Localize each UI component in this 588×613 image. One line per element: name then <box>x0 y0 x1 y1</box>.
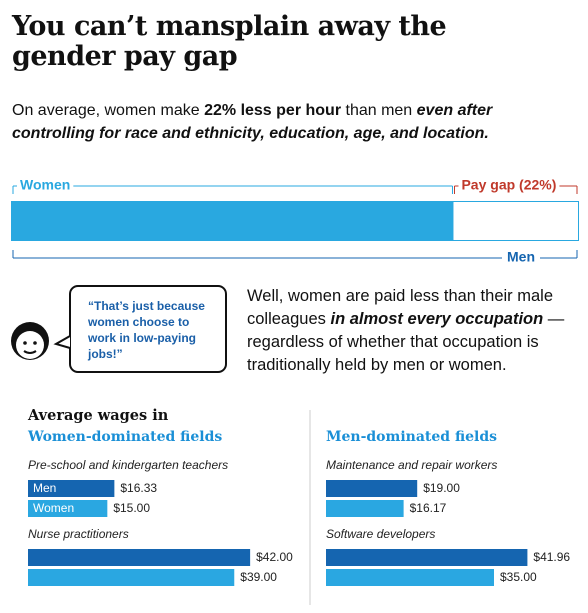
label-bg <box>502 248 540 265</box>
value-label: $35.00 <box>500 570 537 584</box>
value-label: $41.96 <box>533 550 570 564</box>
quote: “That’s just because women choose to wor… <box>88 299 205 361</box>
chart-title: Men-dominated fields <box>326 429 497 445</box>
label-bg <box>458 176 560 193</box>
wages-heading: Average wages in <box>27 407 169 424</box>
text-run: in almost every occupation <box>330 310 544 328</box>
chart-title: Women-dominated fields <box>27 429 222 445</box>
series-label: Men <box>33 481 56 495</box>
total-label: Men <box>507 249 535 265</box>
text-run: than men <box>341 102 417 119</box>
bar <box>326 500 404 517</box>
bar <box>28 500 108 517</box>
bar <box>28 480 115 497</box>
label-bg <box>17 176 74 193</box>
title: You can’t mansplain away the gender pay … <box>12 11 447 72</box>
bar-segment <box>453 202 578 240</box>
category-label: Nurse practitioners <box>28 527 129 541</box>
paragraph: Well, women are paid less than their mal… <box>247 285 582 377</box>
value-label: $16.33 <box>120 481 157 495</box>
value-label: $19.00 <box>423 481 460 495</box>
subtitle: On average, women make 22% less per hour… <box>12 99 572 145</box>
text-run: On average, women make <box>12 102 205 119</box>
face-icon <box>11 322 49 360</box>
value-label: $16.17 <box>410 501 447 515</box>
text-run: 22% less per hour <box>204 102 342 119</box>
bar <box>28 569 235 586</box>
legend-label: Women <box>20 177 70 193</box>
series-label: Women <box>33 501 74 515</box>
category-label: Pre-school and kindergarten teachers <box>28 458 228 472</box>
bar <box>326 480 418 497</box>
category-label: Software developers <box>326 527 435 541</box>
bar-segment <box>12 202 454 240</box>
value-label: $39.00 <box>240 570 277 584</box>
bar <box>326 569 494 586</box>
text-run: —regardless of whether that occupation i… <box>247 310 565 374</box>
bar <box>28 549 251 566</box>
bar <box>326 549 528 566</box>
bubble-tail <box>53 335 71 349</box>
text-run: even after controlling for race and ethn… <box>12 102 493 142</box>
value-label: $15.00 <box>113 501 150 515</box>
text-run: Well, women are paid less than their mal… <box>247 287 554 328</box>
category-label: Maintenance and repair workers <box>326 458 497 472</box>
value-label: $42.00 <box>256 550 293 564</box>
speech-bubble <box>69 285 227 373</box>
legend-label: Pay gap (22%) <box>461 177 556 193</box>
